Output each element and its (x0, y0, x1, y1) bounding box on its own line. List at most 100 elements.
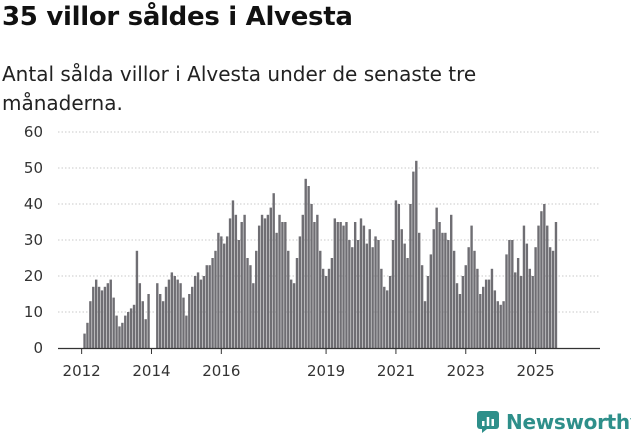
bar (199, 279, 203, 348)
bar (231, 200, 235, 348)
bar (388, 276, 392, 348)
bar (188, 294, 191, 348)
bar (223, 243, 226, 348)
bar (554, 222, 558, 348)
bar (391, 240, 395, 348)
bar (368, 229, 371, 348)
bar (304, 178, 307, 348)
newsworthy-logo-icon (477, 411, 499, 433)
bar (531, 276, 534, 348)
bar (179, 283, 182, 348)
bar (228, 218, 232, 348)
bar (426, 276, 430, 348)
bars (83, 160, 558, 348)
bar (211, 258, 214, 348)
bar (159, 294, 162, 348)
bar (129, 308, 133, 348)
bar (257, 225, 261, 348)
bar (438, 222, 441, 348)
bar (292, 283, 296, 348)
x-tick-label: 2021 (377, 362, 415, 380)
bar (156, 283, 159, 348)
y-tick-label: 20 (24, 267, 43, 285)
bar (289, 279, 293, 348)
bar (432, 229, 435, 348)
bar (316, 214, 319, 348)
bar (106, 283, 110, 348)
bar (263, 218, 267, 348)
bar (353, 222, 357, 348)
bar (385, 290, 389, 348)
bar (321, 268, 325, 348)
bar (546, 225, 549, 348)
bar (196, 272, 200, 348)
newsworthy-brand: Newsworthy (476, 407, 631, 437)
y-tick-label: 30 (24, 231, 43, 249)
bar (132, 304, 136, 348)
bar (313, 222, 316, 348)
bar (420, 265, 424, 348)
bar (447, 240, 450, 348)
bar (298, 236, 302, 348)
bar (400, 229, 403, 348)
bar (429, 254, 433, 348)
bar (482, 286, 485, 348)
bar (473, 250, 476, 348)
bar (94, 279, 98, 348)
bar (176, 279, 179, 348)
bar (499, 304, 502, 348)
bar (217, 232, 220, 348)
bar (467, 247, 470, 348)
x-tick-label: 2023 (447, 362, 485, 380)
bar (127, 312, 130, 348)
bar (377, 240, 380, 348)
bar (193, 276, 197, 348)
y-tick-label: 50 (24, 159, 43, 177)
bar (243, 214, 246, 348)
bar (89, 301, 92, 348)
bar (409, 204, 412, 348)
bar (266, 214, 270, 348)
bar (121, 322, 124, 348)
bar (406, 258, 409, 348)
bar (255, 250, 258, 348)
bar (479, 294, 482, 348)
bar (365, 243, 369, 348)
bar (348, 240, 351, 348)
bar (543, 204, 546, 348)
bar (458, 294, 462, 348)
bar (519, 276, 523, 348)
bar (455, 283, 459, 348)
bar (185, 315, 188, 348)
bar (301, 214, 304, 348)
bar (336, 222, 339, 348)
bar (450, 214, 453, 348)
bar (86, 322, 89, 348)
bar (205, 265, 208, 348)
bar (394, 200, 398, 348)
bar (278, 214, 281, 348)
bar (324, 276, 328, 348)
bar (246, 258, 249, 348)
bar (109, 279, 112, 348)
chart-subtitle: Antal sålda villor i Alvesta under de se… (2, 62, 477, 115)
bar (225, 236, 229, 348)
bar (319, 250, 322, 348)
bar (191, 286, 194, 348)
bar (339, 222, 342, 348)
bar (487, 279, 491, 348)
bar (528, 268, 531, 348)
bar (511, 240, 514, 348)
bar (464, 265, 467, 348)
bar (135, 250, 139, 348)
bar (351, 247, 354, 348)
bar (295, 258, 299, 348)
bar (103, 286, 107, 348)
bar (214, 250, 217, 348)
bar (307, 186, 310, 348)
bar (161, 301, 165, 348)
y-axis-tick-labels: 0 10 20 30 40 50 60 (24, 123, 43, 357)
bar (537, 225, 540, 348)
bar (287, 250, 290, 348)
